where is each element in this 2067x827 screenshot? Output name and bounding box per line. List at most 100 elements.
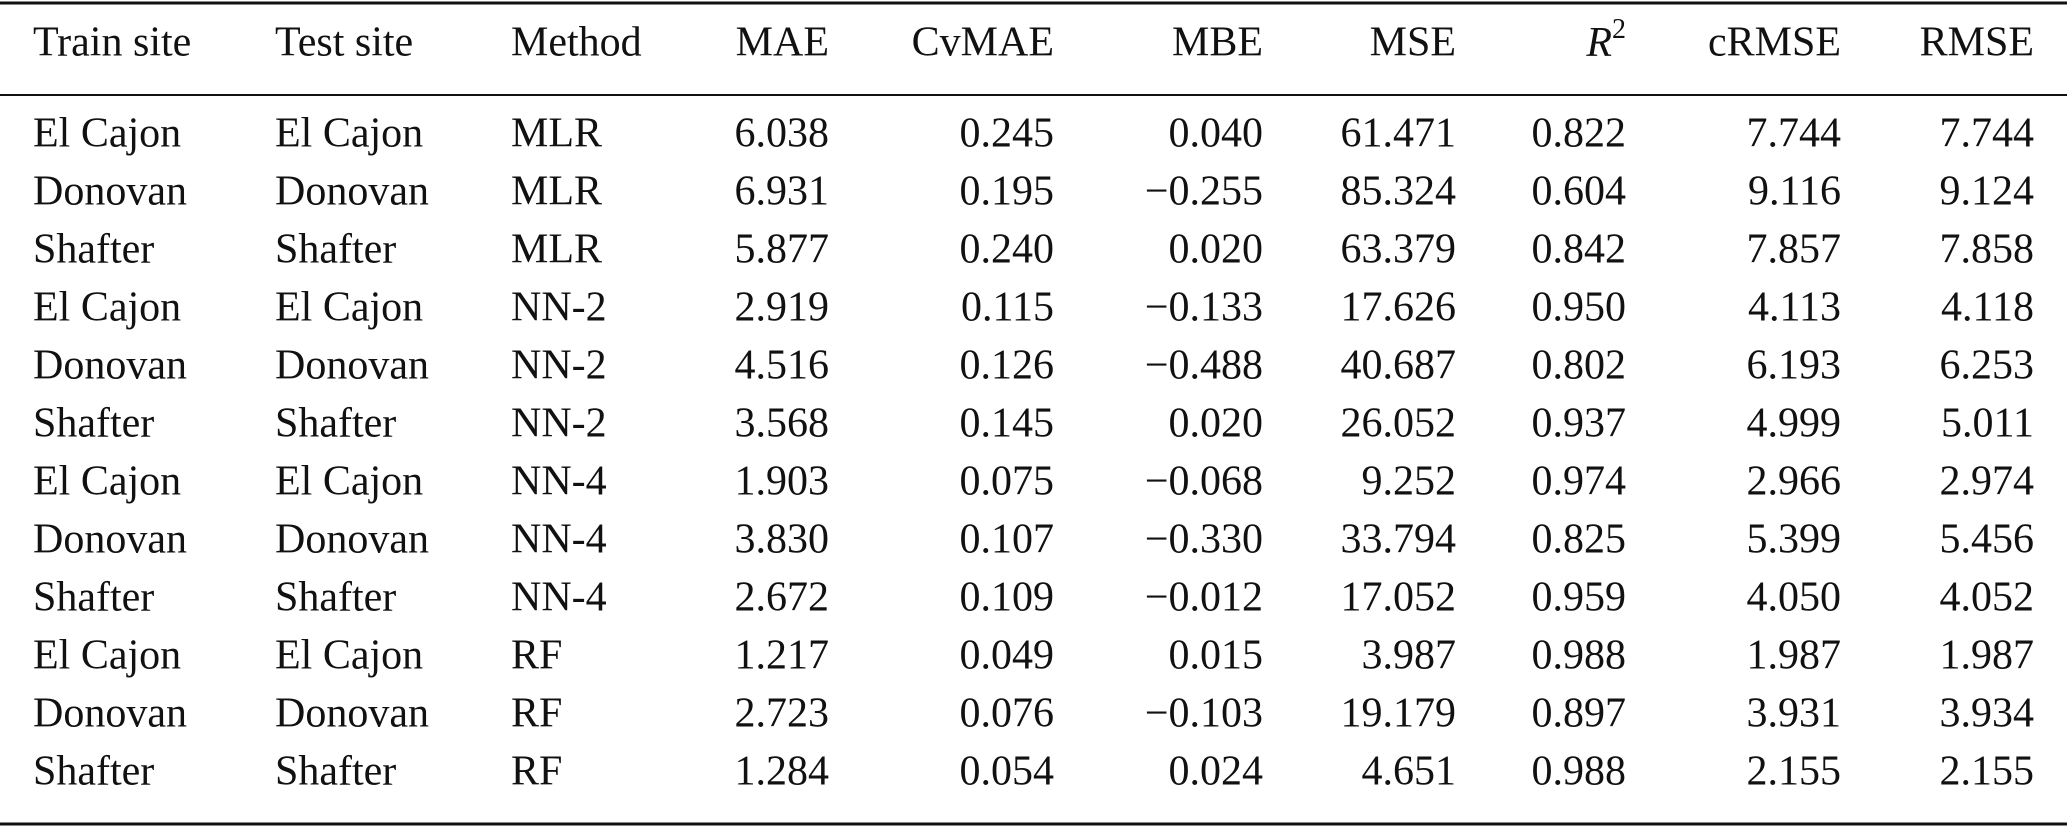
table-cell: 0.974 bbox=[1532, 459, 1627, 505]
table-cell: NN-2 bbox=[511, 343, 607, 389]
table-cell: Shafter bbox=[33, 575, 154, 621]
table-cell: 0.145 bbox=[960, 401, 1055, 447]
table-cell: Donovan bbox=[33, 343, 187, 389]
table-cell: 7.744 bbox=[1940, 111, 2035, 157]
table-cell: −0.255 bbox=[1145, 169, 1263, 215]
table-cell: 5.399 bbox=[1747, 517, 1842, 563]
table-cell: 2.919 bbox=[735, 285, 830, 331]
column-header: MSE bbox=[1370, 20, 1456, 66]
table-cell: 5.877 bbox=[735, 227, 830, 273]
table-cell: 1.217 bbox=[735, 633, 830, 679]
table-cell: Donovan bbox=[33, 691, 187, 737]
table-cell: 0.959 bbox=[1532, 575, 1627, 621]
table-cell: 0.825 bbox=[1532, 517, 1627, 563]
table-cell: RF bbox=[511, 749, 562, 795]
table-cell: 17.626 bbox=[1341, 285, 1457, 331]
table-cell: 1.284 bbox=[735, 749, 830, 795]
table-cell: 0.240 bbox=[960, 227, 1055, 273]
table-cell: 4.516 bbox=[735, 343, 830, 389]
table-cell: El Cajon bbox=[33, 111, 181, 157]
table-cell: MLR bbox=[511, 111, 602, 157]
table-cell: 6.931 bbox=[735, 169, 830, 215]
table-cell: 0.842 bbox=[1532, 227, 1627, 273]
table-cell: Shafter bbox=[275, 401, 396, 447]
table-cell: Shafter bbox=[275, 575, 396, 621]
table-cell: −0.488 bbox=[1145, 343, 1263, 389]
column-header: Method bbox=[511, 20, 642, 66]
table-cell: 6.038 bbox=[735, 111, 830, 157]
table-cell: 0.937 bbox=[1532, 401, 1627, 447]
table-cell: 0.802 bbox=[1532, 343, 1627, 389]
table-cell: 40.687 bbox=[1341, 343, 1457, 389]
table-cell: El Cajon bbox=[275, 633, 423, 679]
table-cell: 0.988 bbox=[1532, 749, 1627, 795]
table-cell: 9.252 bbox=[1362, 459, 1457, 505]
table-cell: Donovan bbox=[275, 691, 429, 737]
table-cell: 1.903 bbox=[735, 459, 830, 505]
table-cell: El Cajon bbox=[33, 633, 181, 679]
table-cell: RF bbox=[511, 633, 562, 679]
table-cell: NN-4 bbox=[511, 517, 607, 563]
table-cell: NN-4 bbox=[511, 575, 607, 621]
table-cell: Shafter bbox=[33, 749, 154, 795]
column-header: MBE bbox=[1172, 20, 1263, 66]
table-cell: 63.379 bbox=[1341, 227, 1457, 273]
table-cell: −0.068 bbox=[1145, 459, 1263, 505]
table-cell: El Cajon bbox=[275, 111, 423, 157]
table-cell: 1.987 bbox=[1940, 633, 2035, 679]
table-cell: MLR bbox=[511, 169, 602, 215]
table-cell: 4.651 bbox=[1362, 749, 1457, 795]
table-cell: 5.011 bbox=[1941, 401, 2034, 447]
column-header: CvMAE bbox=[912, 20, 1054, 66]
header-symbol: R bbox=[1585, 20, 1612, 66]
table-cell: 4.999 bbox=[1747, 401, 1842, 447]
table-cell: Shafter bbox=[33, 227, 154, 273]
table-cell: 2.974 bbox=[1940, 459, 2035, 505]
table-cell: 61.471 bbox=[1341, 111, 1457, 157]
table-cell: El Cajon bbox=[33, 459, 181, 505]
table-cell: 0.126 bbox=[960, 343, 1055, 389]
table-cell: El Cajon bbox=[275, 285, 423, 331]
table-cell: El Cajon bbox=[33, 285, 181, 331]
table-cell: 0.195 bbox=[960, 169, 1055, 215]
column-header: cRMSE bbox=[1708, 20, 1841, 66]
table-cell: Donovan bbox=[33, 169, 187, 215]
table-cell: Donovan bbox=[33, 517, 187, 563]
table-cell: 6.193 bbox=[1747, 343, 1842, 389]
table-cell: 2.672 bbox=[735, 575, 830, 621]
table-cell: 0.109 bbox=[960, 575, 1055, 621]
table-cell: 3.934 bbox=[1940, 691, 2035, 737]
table-cell: 0.020 bbox=[1169, 401, 1264, 447]
table-cell: −0.330 bbox=[1145, 517, 1263, 563]
table-cell: 4.113 bbox=[1748, 285, 1841, 331]
table-cell: 7.857 bbox=[1747, 227, 1842, 273]
table-cell: 3.568 bbox=[735, 401, 830, 447]
table-cell: 5.456 bbox=[1940, 517, 2035, 563]
table-cell: 9.124 bbox=[1940, 169, 2035, 215]
table-cell: 2.155 bbox=[1940, 749, 2035, 795]
table-cell: 0.040 bbox=[1169, 111, 1264, 157]
table-cell: 0.049 bbox=[960, 633, 1055, 679]
column-header: Test site bbox=[275, 20, 413, 66]
table-cell: NN-2 bbox=[511, 285, 607, 331]
table-cell: 0.950 bbox=[1532, 285, 1627, 331]
table-cell: 0.115 bbox=[961, 285, 1054, 331]
column-header: MAE bbox=[736, 20, 829, 66]
table-cell: 0.020 bbox=[1169, 227, 1264, 273]
table-cell: 0.988 bbox=[1532, 633, 1627, 679]
table-cell: 3.830 bbox=[735, 517, 830, 563]
column-header: R2 bbox=[1585, 14, 1626, 65]
table-cell: 0.024 bbox=[1169, 749, 1264, 795]
table-cell: 7.744 bbox=[1747, 111, 1842, 157]
table-cell: 17.052 bbox=[1341, 575, 1457, 621]
table-cell: 2.723 bbox=[735, 691, 830, 737]
table-cell: Donovan bbox=[275, 169, 429, 215]
header-superscript: 2 bbox=[1612, 14, 1626, 45]
table-cell: −0.133 bbox=[1145, 285, 1263, 331]
table-cell: 1.987 bbox=[1747, 633, 1842, 679]
table-cell: Shafter bbox=[275, 749, 396, 795]
table-cell: 0.822 bbox=[1532, 111, 1627, 157]
table-cell: 7.858 bbox=[1940, 227, 2035, 273]
table-cell: 2.966 bbox=[1747, 459, 1842, 505]
